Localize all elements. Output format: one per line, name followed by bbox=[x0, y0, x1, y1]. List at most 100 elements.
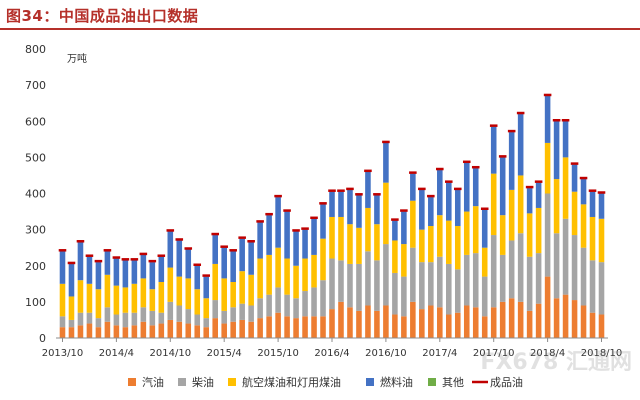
bar-segment bbox=[571, 235, 578, 301]
bar-segment bbox=[598, 218, 605, 263]
legend-swatch bbox=[178, 378, 186, 386]
bar-segment bbox=[401, 276, 407, 317]
bar-segment bbox=[356, 263, 362, 311]
bar-segment bbox=[472, 307, 479, 338]
bar-segment bbox=[589, 216, 596, 261]
bar-segment bbox=[419, 262, 425, 310]
bar-segment bbox=[535, 207, 542, 254]
bar-segment bbox=[437, 170, 443, 216]
bar-segment bbox=[68, 296, 75, 320]
bar-segment bbox=[517, 114, 524, 176]
bar-segment bbox=[526, 213, 533, 257]
bar-segment bbox=[221, 247, 227, 279]
bar-segment bbox=[544, 142, 551, 194]
bar-segment bbox=[589, 191, 596, 217]
bar-segment bbox=[580, 204, 587, 248]
bar-segment bbox=[481, 209, 488, 248]
bar-segment bbox=[149, 289, 156, 311]
bar-segment bbox=[472, 168, 479, 207]
bar-segment bbox=[571, 191, 578, 236]
bar-segment bbox=[149, 310, 156, 326]
bar-segment bbox=[113, 258, 120, 286]
bar-segment bbox=[158, 282, 165, 313]
bar-segment bbox=[77, 280, 84, 313]
legend-label: 成品油 bbox=[490, 375, 523, 389]
bar-segment bbox=[113, 285, 120, 315]
x-tick-labels: 2013/10 2014/4 2014/10 2015/4 2015/10 2016/4 2… bbox=[42, 338, 623, 359]
x-tick-label: 2018/10 bbox=[581, 348, 623, 359]
bar-segment bbox=[293, 265, 299, 299]
bar-segment bbox=[383, 142, 389, 183]
bar-segment bbox=[428, 197, 434, 227]
x-tick-label: 2017/4 bbox=[422, 348, 457, 359]
bar-segment bbox=[437, 256, 443, 308]
bar-segment bbox=[59, 251, 66, 284]
bar-segment bbox=[446, 220, 452, 264]
x-tick-label: 2017/10 bbox=[473, 348, 515, 359]
bar-segment bbox=[472, 253, 479, 308]
bar-segment bbox=[356, 227, 362, 264]
bar-segment bbox=[598, 314, 605, 338]
bar-segment bbox=[428, 262, 434, 306]
bar-segment bbox=[580, 305, 587, 338]
bar-segment bbox=[311, 316, 317, 338]
bar-segment bbox=[535, 182, 542, 208]
chart: 万吨 0 100 200 300 400 500 600 700 800 2013/10 2014… bbox=[25, 43, 623, 389]
bar-segment bbox=[203, 276, 210, 299]
bar-segment bbox=[490, 126, 497, 174]
y-tick-label: 0 bbox=[39, 332, 46, 345]
bar-segment bbox=[212, 300, 218, 319]
bar-segment bbox=[77, 325, 84, 338]
bar-segment bbox=[95, 327, 102, 338]
legend-label: 汽油 bbox=[142, 375, 164, 389]
y-tick-label: 200 bbox=[25, 260, 46, 273]
bar-segment bbox=[185, 249, 192, 279]
bar-segment bbox=[293, 231, 299, 266]
x-tick-label: 2016/10 bbox=[365, 348, 407, 359]
legend-label: 其他 bbox=[442, 376, 464, 389]
bar-segment bbox=[544, 95, 551, 143]
bar-segment bbox=[490, 173, 497, 236]
y-tick-label: 300 bbox=[25, 224, 46, 237]
bar-segment bbox=[275, 287, 281, 313]
bar-segment bbox=[293, 298, 299, 319]
bar-segment bbox=[194, 314, 201, 326]
bar-segment bbox=[589, 312, 596, 338]
bar-segment bbox=[230, 282, 236, 308]
bar-segment bbox=[167, 231, 174, 268]
bar-segment bbox=[508, 240, 515, 299]
bar-segment bbox=[86, 312, 93, 324]
bar-segment bbox=[553, 298, 560, 338]
bar-segment bbox=[77, 242, 84, 281]
bar-segment bbox=[122, 327, 129, 338]
bar-segment bbox=[266, 294, 272, 317]
bar-segment bbox=[185, 278, 192, 310]
bar-segment bbox=[59, 283, 66, 317]
bar-segment bbox=[463, 254, 470, 306]
bar-segment bbox=[347, 307, 353, 338]
bar-segment bbox=[365, 251, 371, 306]
bar-segment bbox=[446, 182, 452, 221]
bar-segment bbox=[239, 319, 245, 338]
bar-segment bbox=[383, 244, 389, 306]
bar-segment bbox=[248, 242, 254, 275]
bar-segment bbox=[499, 254, 506, 302]
bar-segment bbox=[68, 319, 75, 328]
bar-segment bbox=[203, 318, 210, 328]
bar-segment bbox=[419, 309, 425, 338]
bar-segment bbox=[284, 294, 290, 317]
bar-segment bbox=[365, 171, 371, 208]
bar-segment bbox=[472, 206, 479, 254]
bar-segment bbox=[428, 226, 434, 263]
bar-segment bbox=[383, 305, 389, 338]
bar-segment bbox=[167, 267, 174, 302]
bar-segment bbox=[428, 305, 434, 338]
bar-segment bbox=[302, 291, 308, 317]
bar-segment bbox=[463, 305, 470, 338]
x-tick-label: 2018/4 bbox=[530, 348, 565, 359]
bar-segment bbox=[374, 195, 380, 225]
bar-segment bbox=[463, 211, 470, 255]
bar-segment bbox=[248, 305, 254, 322]
y-tick-label: 400 bbox=[25, 188, 46, 201]
bar-segment bbox=[419, 189, 425, 230]
